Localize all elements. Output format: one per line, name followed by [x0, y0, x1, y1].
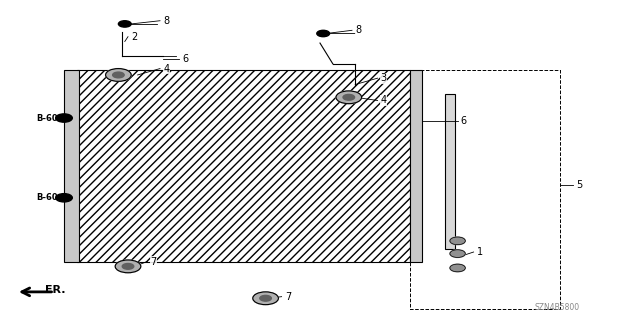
Circle shape [115, 260, 141, 273]
Text: 2: 2 [131, 32, 138, 42]
Circle shape [450, 250, 465, 257]
Bar [410, 70, 560, 309]
Text: 4: 4 [381, 95, 387, 106]
Text: 4: 4 [163, 63, 170, 74]
Text: 6: 6 [182, 54, 189, 64]
Text: RockAuto: RockAuto [202, 149, 284, 189]
Bar [77, 70, 410, 262]
Circle shape [317, 30, 330, 37]
Circle shape [450, 237, 465, 245]
Circle shape [336, 91, 362, 104]
Circle shape [260, 295, 271, 301]
Circle shape [56, 194, 72, 202]
Bar [64, 70, 79, 262]
Circle shape [343, 94, 355, 100]
Text: 7: 7 [285, 292, 291, 302]
Text: 1: 1 [477, 247, 483, 257]
Circle shape [118, 21, 131, 27]
Text: B-60: B-60 [36, 114, 58, 122]
Text: SZN4B5800: SZN4B5800 [534, 303, 579, 312]
Circle shape [122, 263, 134, 269]
Text: 3: 3 [381, 73, 387, 83]
Text: 8: 8 [163, 16, 170, 26]
Bar [410, 70, 422, 262]
Circle shape [56, 114, 72, 122]
Text: FR.: FR. [45, 285, 65, 295]
Bar [445, 94, 455, 249]
Circle shape [253, 292, 278, 305]
Circle shape [113, 72, 124, 78]
Text: 8: 8 [355, 25, 362, 35]
Text: 6: 6 [461, 116, 467, 126]
Text: 7: 7 [150, 256, 157, 267]
Circle shape [450, 264, 465, 272]
Text: 5: 5 [576, 180, 582, 190]
Circle shape [106, 69, 131, 81]
Text: B-60: B-60 [36, 193, 58, 202]
